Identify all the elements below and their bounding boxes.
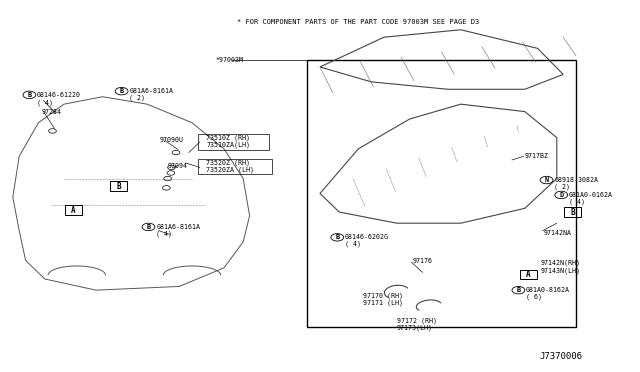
Text: 73520Z (RH): 73520Z (RH) (206, 159, 250, 166)
Text: B: B (570, 208, 575, 217)
Text: ( 4): ( 4) (156, 230, 172, 237)
Text: 97173(LH): 97173(LH) (397, 325, 433, 331)
Text: B: B (516, 287, 520, 293)
Text: ( 2): ( 2) (554, 183, 570, 190)
Text: 97176: 97176 (413, 258, 433, 264)
Text: A: A (71, 206, 76, 215)
Text: *97003M: *97003M (216, 57, 244, 62)
Text: A: A (526, 270, 531, 279)
Text: J7370006: J7370006 (540, 352, 582, 361)
Text: ( 4): ( 4) (569, 198, 585, 205)
Text: B: B (335, 234, 339, 240)
Text: 73510Z (RH): 73510Z (RH) (206, 134, 250, 141)
Text: 97284: 97284 (42, 109, 61, 115)
Text: 97172 (RH): 97172 (RH) (397, 317, 437, 324)
Text: 97171 (LH): 97171 (LH) (363, 300, 403, 307)
Text: 97094: 97094 (168, 163, 188, 169)
Text: ( 4): ( 4) (37, 99, 53, 106)
Text: 97142N(RH): 97142N(RH) (541, 260, 581, 266)
Text: ( 2): ( 2) (129, 94, 145, 101)
Text: 9717BZ: 9717BZ (525, 153, 548, 159)
Text: 97170 (RH): 97170 (RH) (363, 292, 403, 299)
Text: * FOR COMPONENT PARTS OF THE PART CODE 97003M SEE PAGE D3: * FOR COMPONENT PARTS OF THE PART CODE 9… (237, 19, 479, 25)
Bar (307, 60, 576, 327)
Text: B: B (116, 182, 121, 190)
Text: 97143N(LH): 97143N(LH) (541, 267, 581, 274)
Text: B: B (28, 92, 31, 98)
Text: 97090U: 97090U (160, 137, 184, 142)
Text: ( 4): ( 4) (345, 241, 361, 247)
Text: B: B (120, 88, 124, 94)
Text: ( 6): ( 6) (526, 294, 542, 300)
Text: 97142NA: 97142NA (544, 230, 572, 235)
Text: 081A6-8161A: 081A6-8161A (129, 88, 173, 94)
Text: 081A0-8162A: 081A0-8162A (526, 287, 570, 293)
Text: 081A6-8161A: 081A6-8161A (156, 224, 200, 230)
Text: 08146-61220: 08146-61220 (37, 92, 81, 98)
Text: 73510ZA(LH): 73510ZA(LH) (206, 142, 250, 148)
Text: B: B (147, 224, 150, 230)
Text: N: N (545, 177, 548, 183)
Text: 081A0-0162A: 081A0-0162A (569, 192, 613, 198)
Text: 73520ZA (LH): 73520ZA (LH) (206, 167, 254, 173)
Text: 08918-3082A: 08918-3082A (554, 177, 598, 183)
Text: 08146-6202G: 08146-6202G (345, 234, 389, 240)
Text: D: D (559, 192, 563, 198)
